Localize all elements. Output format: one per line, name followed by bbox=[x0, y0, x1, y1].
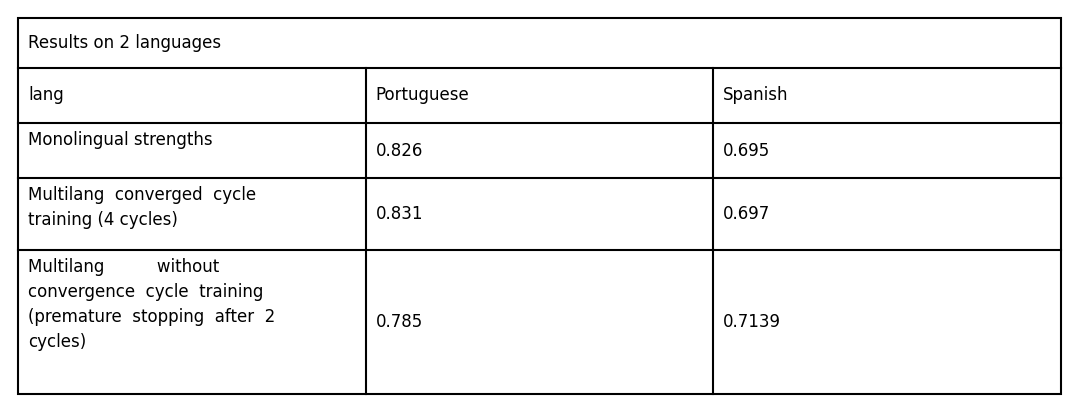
Text: 0.7139: 0.7139 bbox=[723, 313, 781, 331]
Text: Spanish: Spanish bbox=[723, 87, 789, 104]
Text: 0.826: 0.826 bbox=[375, 142, 423, 160]
Text: 0.785: 0.785 bbox=[375, 313, 423, 331]
Text: 0.695: 0.695 bbox=[723, 142, 770, 160]
Text: Multilang          without
convergence  cycle  training
(premature  stopping  af: Multilang without convergence cycle trai… bbox=[28, 258, 275, 351]
Text: Monolingual strengths: Monolingual strengths bbox=[28, 131, 213, 149]
Text: 0.697: 0.697 bbox=[723, 205, 770, 223]
Text: 0.831: 0.831 bbox=[375, 205, 423, 223]
Text: Results on 2 languages: Results on 2 languages bbox=[28, 34, 221, 52]
Text: Multilang  converged  cycle
training (4 cycles): Multilang converged cycle training (4 cy… bbox=[28, 186, 256, 229]
Text: lang: lang bbox=[28, 87, 64, 104]
Text: Portuguese: Portuguese bbox=[375, 87, 469, 104]
